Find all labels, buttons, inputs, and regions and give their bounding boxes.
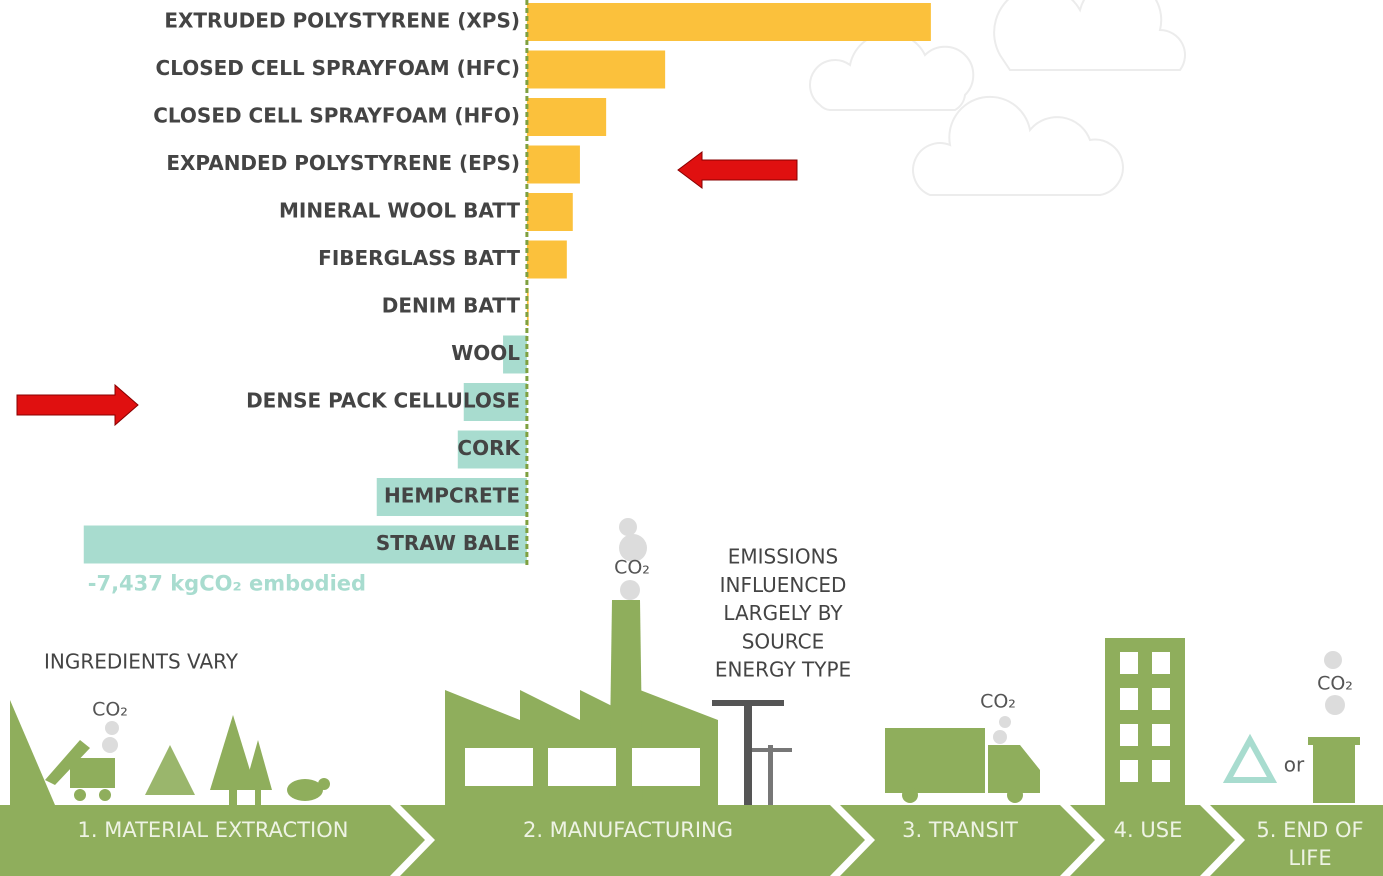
category-label: STRAW BALE — [376, 531, 520, 555]
category-label: DENSE PACK CELLULOSE — [246, 389, 520, 413]
category-label: MINERAL WOOL BATT — [279, 199, 520, 223]
category-label: FIBERGLASS BATT — [318, 246, 520, 270]
stage-label: 2. MANUFACTURING — [523, 818, 733, 842]
category-label: DENIM BATT — [382, 294, 521, 318]
bar — [527, 241, 567, 279]
category-label: WOOL — [451, 341, 520, 365]
infographic: EXTRUDED POLYSTYRENE (XPS) CLOSED CELL SP… — [0, 0, 1383, 876]
bar-chart: EXTRUDED POLYSTYRENE (XPS) CLOSED CELL SP… — [84, 0, 931, 596]
bar — [527, 3, 931, 41]
co2-label: CO₂ — [980, 691, 1016, 713]
co2-label: CO₂ — [614, 557, 650, 579]
note: SOURCE — [742, 629, 825, 653]
category-label: EXTRUDED POLYSTYRENE (XPS) — [164, 9, 520, 33]
note: EMISSIONS — [728, 545, 838, 569]
stage-label: 1. MATERIAL EXTRACTION — [78, 818, 349, 842]
note: LARGELY BY — [723, 601, 843, 625]
bar — [527, 193, 573, 231]
category-label: EXPANDED POLYSTYRENE (EPS) — [166, 151, 520, 175]
arrow — [17, 385, 138, 425]
stage-label: LIFE — [1288, 846, 1331, 870]
bar — [527, 98, 606, 136]
category-label: CLOSED CELL SPRAYFOAM (HFC) — [156, 56, 520, 80]
category-label: HEMPCRETE — [384, 484, 520, 508]
value-label: -7,437 kgCO₂ embodied — [88, 572, 366, 596]
arrow — [678, 152, 797, 188]
co2-label: CO₂ — [1317, 673, 1353, 695]
stage-label: 3. TRANSIT — [902, 818, 1018, 842]
note: INGREDIENTS VARY — [44, 650, 239, 674]
bar — [527, 51, 665, 89]
stage-label: 5. END OF — [1256, 818, 1363, 842]
category-label: CLOSED CELL SPRAYFOAM (HFO) — [153, 104, 520, 128]
stage-label: 4. USE — [1114, 818, 1183, 842]
note: ENERGY TYPE — [715, 658, 851, 682]
bar — [527, 146, 580, 184]
category-label: CORK — [457, 436, 521, 460]
or-label: or — [1284, 753, 1305, 777]
co2-label: CO₂ — [92, 699, 128, 721]
note: INFLUENCED — [720, 573, 847, 597]
